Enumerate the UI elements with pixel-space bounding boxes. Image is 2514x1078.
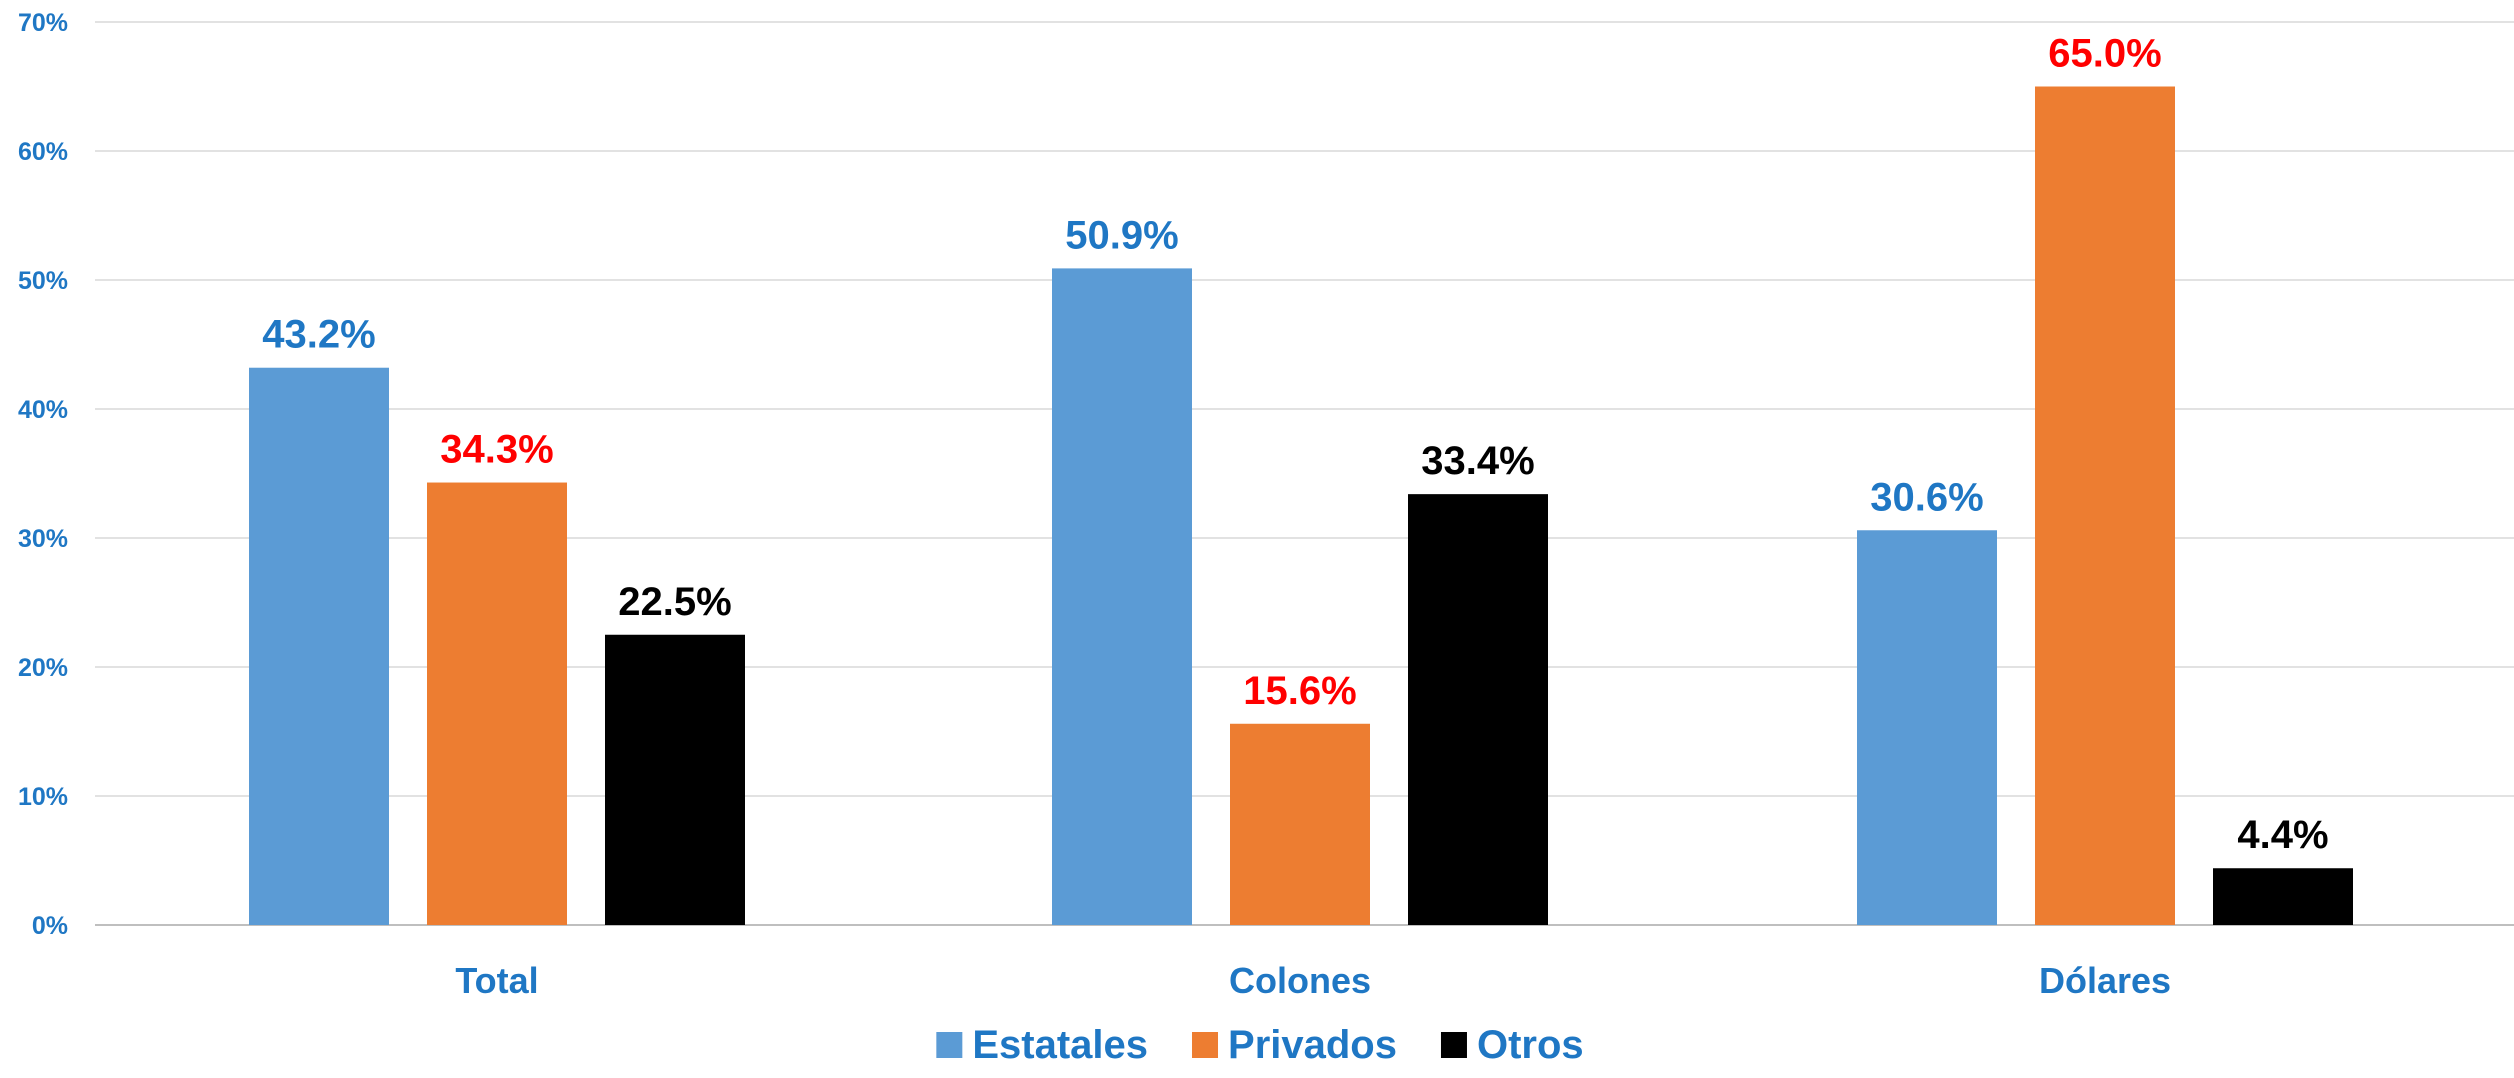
- bar-otros-colones: [1408, 494, 1548, 925]
- data-label: 30.6%: [1870, 475, 1983, 519]
- bar-otros-total: [605, 634, 745, 925]
- x-category-label: Dólares: [2039, 960, 2171, 1001]
- x-axis-categories: Total Colones Dólares: [455, 960, 2171, 1001]
- data-label: 15.6%: [1243, 669, 1356, 713]
- bar-otros-dólares: [2213, 868, 2353, 925]
- x-category-label: Total: [455, 960, 538, 1001]
- legend-item-privados: Privados: [1192, 1023, 1397, 1067]
- legend-label: Privados: [1228, 1023, 1397, 1067]
- legend-swatch: [1192, 1032, 1219, 1058]
- data-label: 43.2%: [262, 313, 375, 357]
- bar-estatales-dólares: [1857, 530, 1997, 925]
- bar-estatales-total: [249, 367, 389, 926]
- bar-estatales-colones: [1052, 268, 1192, 925]
- y-tick-label: 20%: [18, 654, 68, 682]
- y-tick-label: 0%: [32, 912, 68, 940]
- y-tick-label: 40%: [18, 396, 68, 424]
- y-tick-label: 60%: [18, 138, 68, 166]
- legend: Estatales Privados Otros: [936, 1023, 1584, 1067]
- bar-privados-dólares: [2035, 86, 2175, 925]
- data-label: 22.5%: [618, 580, 731, 624]
- y-tick-label: 10%: [18, 783, 68, 811]
- data-label: 4.4%: [2237, 813, 2328, 857]
- legend-swatch: [936, 1032, 963, 1058]
- legend-item-estatales: Estatales: [936, 1023, 1148, 1067]
- data-labels: 43.2% 50.9% 30.6% 34.3% 15.6% 65.0% 22.5% 33.4%…: [262, 32, 2328, 858]
- y-tick-label: 70%: [18, 9, 68, 37]
- data-label: 50.9%: [1065, 213, 1178, 257]
- x-category-label: Colones: [1229, 960, 1371, 1001]
- bar-privados-colones: [1230, 723, 1370, 925]
- data-label: 34.3%: [440, 428, 553, 472]
- data-label: 33.4%: [1421, 439, 1534, 483]
- bar-privados-total: [427, 482, 567, 925]
- y-axis-ticks: 0% 10% 20% 30% 40% 50% 60% 70%: [18, 9, 68, 940]
- bars: [249, 86, 2353, 926]
- y-tick-label: 50%: [18, 267, 68, 295]
- legend-item-otros: Otros: [1440, 1023, 1584, 1067]
- data-label: 65.0%: [2048, 32, 2161, 76]
- y-tick-label: 30%: [18, 525, 68, 553]
- legend-swatch: [1440, 1032, 1467, 1058]
- legend-label: Estatales: [972, 1023, 1148, 1067]
- legend-label: Otros: [1477, 1023, 1584, 1067]
